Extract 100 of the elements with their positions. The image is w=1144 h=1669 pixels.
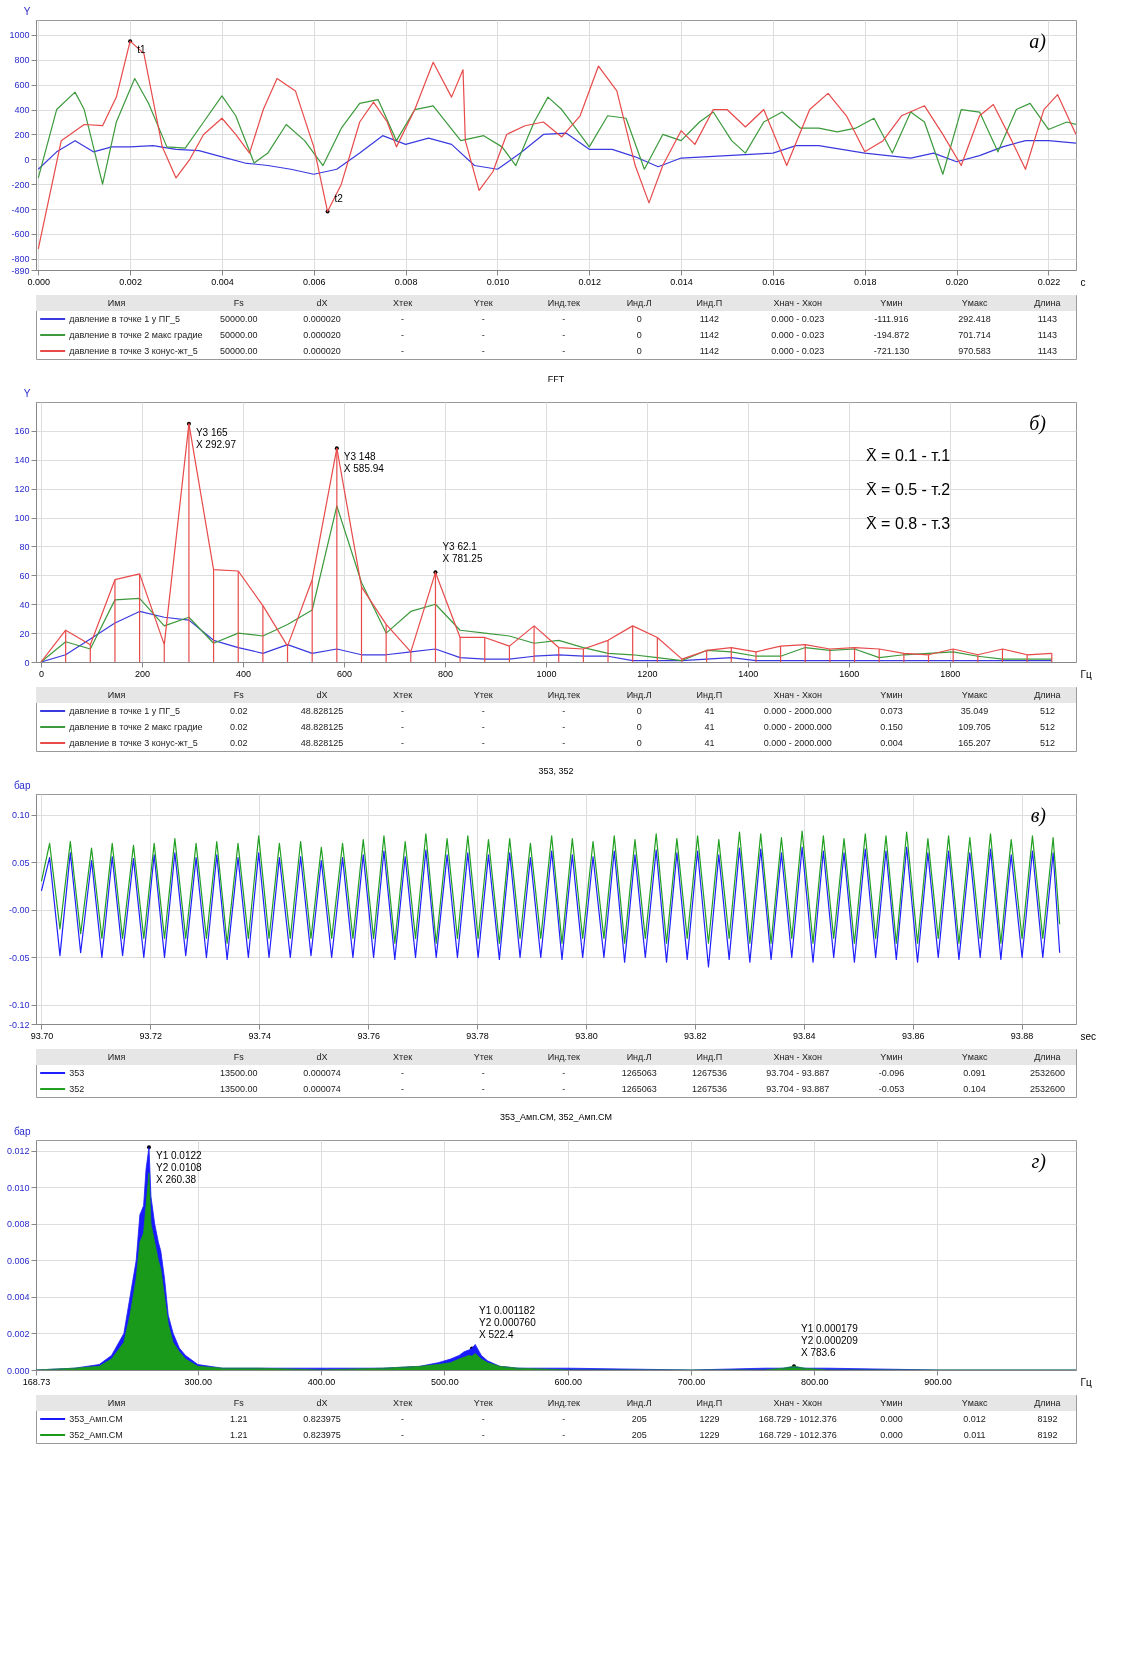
text: 1143 bbox=[1037, 330, 1058, 340]
text: 0.150 bbox=[880, 722, 903, 732]
text: 2532600 bbox=[1029, 1068, 1065, 1078]
text: Инд.Л bbox=[626, 1398, 652, 1408]
text: 1143 bbox=[1037, 314, 1058, 324]
text: 1267536 bbox=[691, 1068, 727, 1078]
text: 1143 bbox=[1037, 346, 1058, 356]
text: 0 bbox=[636, 738, 642, 748]
y-tick-label: 0.004 bbox=[6, 1292, 30, 1303]
text: -111.916 bbox=[874, 314, 909, 324]
text: 0.000 - 0.023 bbox=[771, 314, 825, 324]
x-tick-label: 0.002 bbox=[119, 276, 142, 287]
x-axis-title: c bbox=[1080, 276, 1086, 288]
text: Yмин bbox=[880, 1052, 903, 1062]
text: - bbox=[562, 722, 566, 732]
x-tick-label: 93.84 bbox=[792, 1030, 816, 1041]
chart-title: 353, 352 bbox=[538, 766, 574, 776]
y-tick-label: -400 bbox=[11, 204, 30, 215]
y-tick-label: 160 bbox=[14, 426, 30, 437]
annotation: Y1 0.001182 Y2 0.000760 X 522.4 bbox=[478, 1305, 537, 1341]
x-axis-title: Гц bbox=[1080, 668, 1092, 680]
text: Имя bbox=[107, 298, 126, 308]
text: 0.000074 bbox=[303, 1068, 341, 1078]
text: 50000.00 bbox=[220, 330, 258, 340]
text: 168.729 - 1012.376 bbox=[758, 1430, 837, 1440]
x-tick-label: 93.78 bbox=[466, 1030, 489, 1041]
annotation: Y1 0.0122 Y2 0.0108 X 260.38 bbox=[155, 1150, 203, 1186]
text: Инд.Л bbox=[626, 1052, 652, 1062]
text: 0 bbox=[636, 722, 642, 732]
annotation: t2 bbox=[334, 192, 344, 204]
x-tick-label: 1400 bbox=[738, 668, 759, 679]
text: - bbox=[562, 1068, 566, 1078]
text: dX bbox=[316, 1398, 328, 1408]
legend-label: 352_Амп.СМ bbox=[69, 1430, 123, 1440]
text: 13500.00 bbox=[220, 1084, 258, 1094]
annotation: а) bbox=[1029, 30, 1047, 53]
line-series bbox=[37, 77, 1076, 185]
text: 0.000 - 2000.000 bbox=[763, 706, 832, 716]
text: 48.828125 bbox=[300, 706, 344, 716]
text: Yмакс bbox=[961, 1398, 988, 1408]
legend-label: давление в точке 2 макс градие bbox=[69, 330, 203, 340]
text: - bbox=[481, 706, 485, 716]
text: Fs bbox=[233, 1052, 245, 1062]
text: 109.705 bbox=[958, 722, 991, 732]
text: - bbox=[562, 1414, 566, 1424]
x-tick-label: 0.010 bbox=[486, 276, 510, 287]
x-axis-title: Гц bbox=[1080, 1376, 1092, 1388]
text: -0.053 bbox=[878, 1084, 905, 1094]
chart-title: FFT bbox=[547, 374, 565, 384]
text: 0.02 bbox=[230, 722, 248, 732]
y-axis-title: Y bbox=[23, 5, 31, 17]
x-tick-label: 0.020 bbox=[945, 276, 969, 287]
text: - bbox=[562, 1430, 566, 1440]
text: 35.049 bbox=[960, 706, 989, 716]
text: -0.096 bbox=[878, 1068, 905, 1078]
text: Xтек bbox=[393, 1052, 413, 1062]
text: 165.207 bbox=[958, 738, 991, 748]
x-tick-label: 93.74 bbox=[248, 1030, 272, 1041]
x-tick-label: 0.008 bbox=[394, 276, 418, 287]
text: 0.02 bbox=[230, 706, 248, 716]
y-tick-label: -0.10 bbox=[8, 1000, 30, 1011]
x-tick-label: 600.00 bbox=[554, 1376, 582, 1387]
text: dX bbox=[316, 690, 328, 700]
y-tick-label: 0.010 bbox=[6, 1182, 30, 1193]
text: - bbox=[562, 346, 566, 356]
x-tick-label: 1800 bbox=[940, 668, 961, 679]
x-tick-label: 1000 bbox=[536, 668, 557, 679]
y-tick-label: 0 bbox=[24, 154, 30, 165]
x-tick-label: 900.00 bbox=[924, 1376, 952, 1387]
text: Инд.Л bbox=[626, 690, 652, 700]
text: dX bbox=[316, 1052, 328, 1062]
y-tick-label: -890 bbox=[11, 265, 30, 276]
annotation: г) bbox=[1031, 1150, 1047, 1173]
text: Xтек bbox=[393, 298, 413, 308]
y-tick-label: -800 bbox=[11, 254, 30, 265]
text: Длина bbox=[1034, 690, 1061, 700]
text: 1267536 bbox=[691, 1084, 727, 1094]
x-tick-label: 0.022 bbox=[1037, 276, 1061, 287]
y-tick-label: -200 bbox=[11, 179, 30, 190]
text: 0.000074 bbox=[303, 1084, 341, 1094]
text: Инд.П bbox=[696, 690, 723, 700]
y-tick-label: 200 bbox=[14, 129, 30, 140]
text: 0.004 bbox=[880, 738, 903, 748]
text: - bbox=[562, 1084, 566, 1094]
x-tick-label: 0.014 bbox=[670, 276, 693, 287]
text: Fs bbox=[233, 298, 245, 308]
y-tick-label: 0.05 bbox=[11, 857, 30, 868]
text: 1142 bbox=[699, 314, 720, 324]
y-tick-label: -0.00 bbox=[8, 905, 30, 916]
y-tick-label: 1000 bbox=[9, 30, 30, 41]
x-tick-label: 300.00 bbox=[184, 1376, 213, 1387]
text: 0.012 bbox=[963, 1414, 986, 1424]
text: Инд.тек bbox=[547, 690, 580, 700]
x-axis-title: sec bbox=[1080, 1030, 1097, 1042]
text: 93.704 - 93.887 bbox=[766, 1084, 830, 1094]
text: - bbox=[401, 1068, 405, 1078]
text: 0.000 - 0.023 bbox=[771, 346, 825, 356]
text: 0.000 - 2000.000 bbox=[763, 722, 832, 732]
text: - bbox=[401, 1430, 405, 1440]
text: 1.21 bbox=[230, 1430, 248, 1440]
